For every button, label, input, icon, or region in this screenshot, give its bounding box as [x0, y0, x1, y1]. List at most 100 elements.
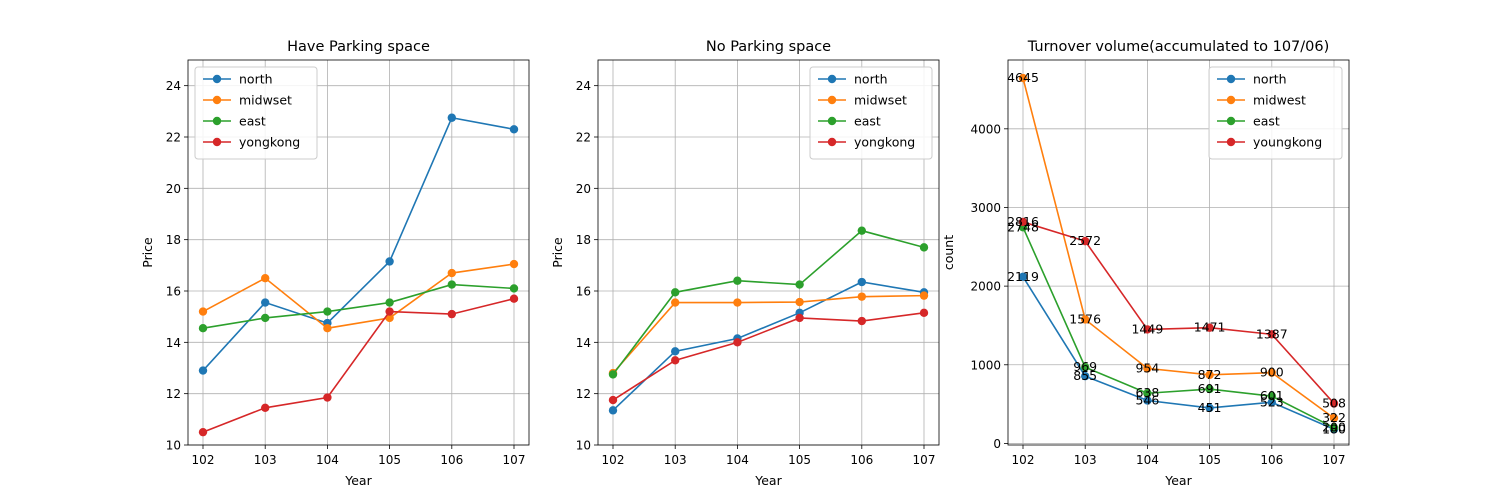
legend-label-east: east [239, 114, 266, 129]
data-label-midwest-103: 1576 [1069, 311, 1101, 326]
legend-marker-east [827, 116, 837, 126]
data-label-youngkong-104: 1449 [1131, 321, 1163, 336]
y-tick-label: 14 [166, 336, 181, 350]
x-tick-label: 104 [726, 453, 749, 467]
series-line-east [1022, 226, 1335, 429]
plot-frame [1007, 59, 1350, 446]
point-midwset-104 [323, 324, 332, 333]
data-label-midwest-105: 872 [1198, 367, 1222, 382]
series-line-east [202, 283, 515, 330]
y-tick-label: 24 [576, 79, 591, 93]
y-tick-label: 18 [576, 233, 591, 247]
point-youngkong-106 [1267, 330, 1277, 339]
x-axis-label: Year [344, 473, 372, 488]
series-line-midwset [202, 263, 515, 330]
point-north-107 [509, 125, 519, 134]
point-youngkong-102 [1018, 217, 1028, 227]
x-tick-label: 102 [1012, 453, 1035, 467]
chart-title: No Parking space [706, 39, 831, 55]
point-east-105 [795, 280, 804, 289]
x-tick-label: 107 [913, 453, 936, 467]
point-east-103 [1081, 363, 1090, 372]
point-yongkong-105 [795, 313, 804, 323]
legend-marker-east [1226, 116, 1236, 126]
legend-marker-yongkong [827, 137, 837, 147]
chart-title: Turnover volume(accumulated to 107/06) [1027, 39, 1330, 55]
chart-1: 102 103 104 105 106 107 10 12 14 16 18 20 22 24 Have P… [140, 39, 530, 488]
y-tick-label: 16 [166, 285, 181, 299]
point-north-103 [261, 298, 270, 307]
legend: north midwest east youngkong [1208, 66, 1343, 160]
legend-marker-midwest [1226, 95, 1236, 105]
point-yongkong-104 [323, 393, 332, 402]
point-north-105 [385, 257, 394, 266]
x-tick-label: 105 [378, 453, 401, 467]
series-line-yongkong [612, 312, 925, 401]
series-line-midwest [1022, 77, 1335, 419]
x-tick-label: 106 [850, 453, 873, 467]
point-youngkong-107 [1329, 399, 1339, 408]
legend-label-youngkong: youngkong [1253, 135, 1322, 150]
point-north-102 [1018, 272, 1028, 281]
point-yongkong-107 [509, 294, 519, 303]
point-east-104 [1143, 389, 1152, 398]
legend-label-east: east [1253, 114, 1280, 129]
point-youngkong-105 [1205, 323, 1214, 332]
point-north-105 [1205, 403, 1214, 413]
x-tick-label: 106 [1260, 453, 1283, 467]
y-axis-label: count [941, 235, 956, 270]
y-tick-label: 2000 [970, 280, 1001, 294]
plot-frame [597, 59, 940, 446]
series-line-midwset [612, 294, 925, 374]
point-north-106 [1267, 398, 1277, 407]
series-line-north [202, 116, 515, 372]
point-east-102 [608, 370, 618, 379]
y-tick-label: 12 [576, 387, 591, 401]
legend-label-north: north [239, 72, 273, 87]
x-tick-label: 105 [788, 453, 811, 467]
legend-marker-north [1226, 74, 1236, 84]
data-label-east-102: 2748 [1007, 219, 1039, 234]
legend-label-midwset: midwset [239, 93, 292, 108]
point-north-102 [608, 406, 618, 415]
y-tick-label: 16 [576, 285, 591, 299]
legend-label-east: east [854, 114, 881, 129]
point-midwset-104 [733, 298, 742, 307]
x-tick-label: 103 [1074, 453, 1097, 467]
data-label-north-103: 855 [1073, 368, 1097, 383]
point-east-106 [857, 226, 866, 235]
data-label-east-107: 200 [1322, 420, 1346, 435]
point-north-106 [857, 277, 866, 287]
legend-marker-midwset [212, 95, 222, 105]
data-label-north-105: 451 [1198, 400, 1222, 415]
x-tick-label: 103 [664, 453, 687, 467]
x-tick-label: 105 [1198, 453, 1221, 467]
x-tick-label: 102 [602, 453, 625, 467]
point-midwset-106 [857, 292, 866, 301]
point-north-102 [198, 366, 208, 375]
point-youngkong-103 [1081, 236, 1090, 246]
data-label-midwest-107: 322 [1322, 410, 1346, 425]
point-east-104 [733, 276, 742, 285]
y-tick-label: 22 [166, 131, 181, 145]
point-east-107 [919, 243, 929, 252]
x-tick-label: 104 [316, 453, 339, 467]
point-north-104 [1143, 396, 1152, 405]
point-east-104 [323, 307, 332, 316]
point-midwset-105 [795, 297, 804, 307]
point-midwset-103 [671, 298, 680, 307]
point-yongkong-106 [447, 309, 456, 319]
series-line-north [1022, 276, 1335, 431]
legend-marker-midwset [827, 95, 837, 105]
legend-marker-east [212, 116, 222, 126]
point-midwest-103 [1081, 315, 1090, 324]
series-line-youngkong [1022, 221, 1335, 405]
y-tick-label: 10 [166, 439, 181, 453]
legend-label-midwest: midwest [1253, 93, 1306, 108]
y-tick-label: 1000 [970, 358, 1001, 372]
point-midwset-105 [385, 313, 394, 323]
data-label-midwest-104: 954 [1135, 360, 1159, 375]
data-label-north-104: 546 [1135, 392, 1159, 407]
